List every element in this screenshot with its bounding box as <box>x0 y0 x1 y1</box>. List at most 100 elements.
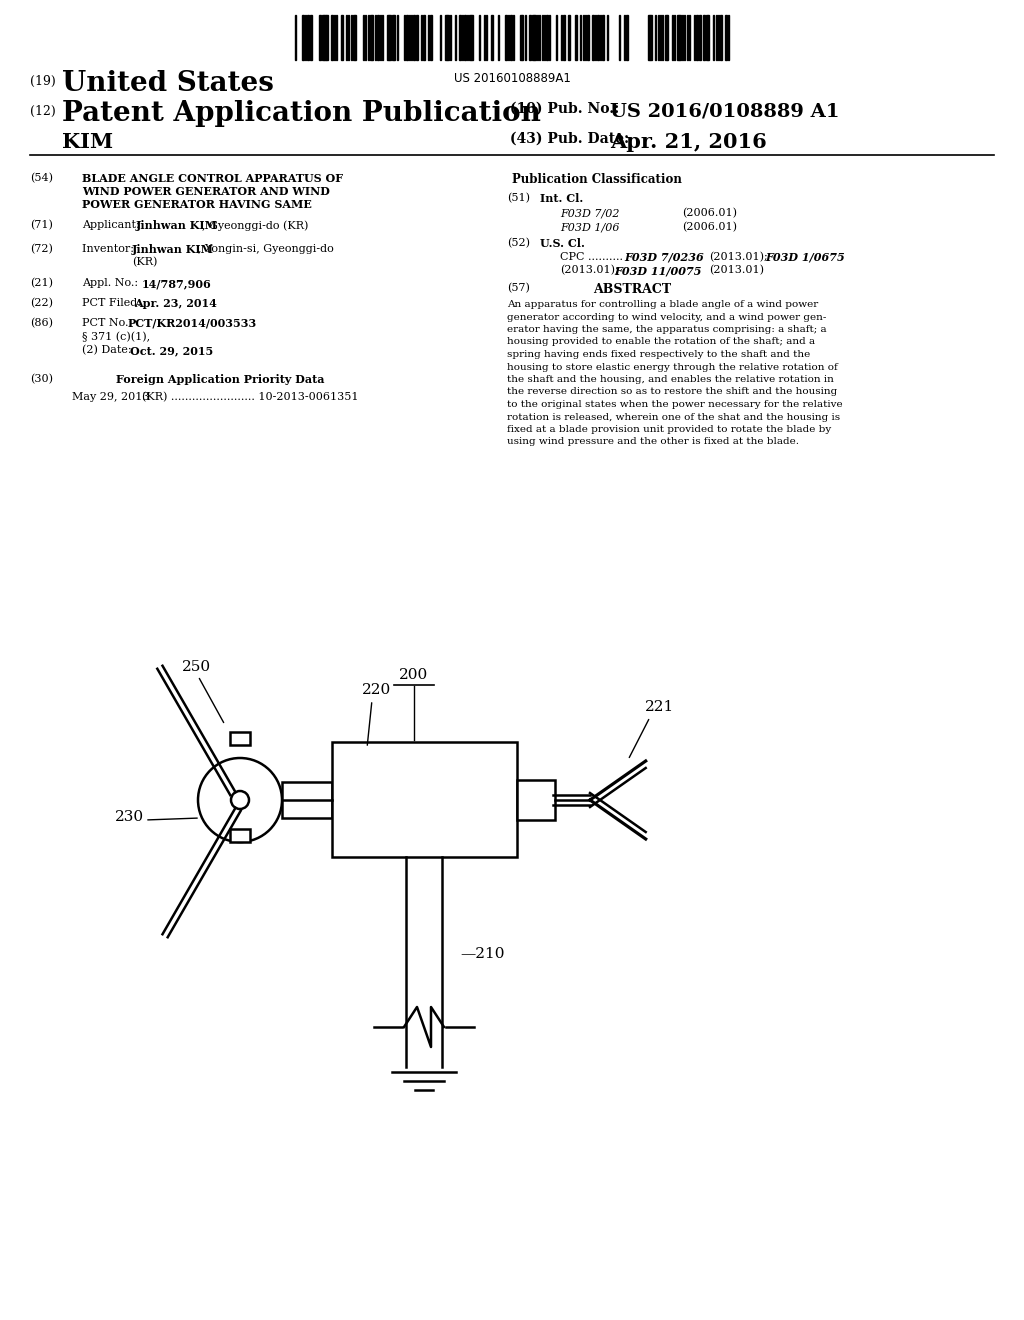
Text: PCT No.:: PCT No.: <box>82 318 132 327</box>
Text: fixed at a blade provision unit provided to rotate the blade by: fixed at a blade provision unit provided… <box>507 425 831 434</box>
Text: , Gyeonggi-do (KR): , Gyeonggi-do (KR) <box>202 220 308 231</box>
Text: (71): (71) <box>30 220 53 230</box>
Bar <box>517 780 555 820</box>
Bar <box>490 15 493 59</box>
Bar <box>416 15 418 59</box>
Bar <box>353 15 354 59</box>
Bar <box>377 15 379 59</box>
Bar <box>720 15 722 59</box>
Bar <box>672 15 674 59</box>
Text: US 2016/0108889 A1: US 2016/0108889 A1 <box>610 102 840 120</box>
Bar <box>657 15 659 59</box>
Text: BLADE ANGLE CONTROL APPARATUS OF: BLADE ANGLE CONTROL APPARATUS OF <box>82 173 343 183</box>
Text: to the original states when the power necessary for the relative: to the original states when the power ne… <box>507 400 843 409</box>
Bar <box>602 15 603 59</box>
Text: 200: 200 <box>399 668 429 682</box>
Bar <box>478 15 480 59</box>
Text: (86): (86) <box>30 318 53 329</box>
Bar <box>447 15 449 59</box>
Bar <box>512 15 514 59</box>
Bar <box>382 15 383 59</box>
Bar <box>561 15 562 59</box>
Bar <box>568 15 570 59</box>
Bar <box>444 15 446 59</box>
Bar <box>394 15 395 59</box>
Bar <box>462 15 464 59</box>
Bar <box>684 15 685 59</box>
Text: (2006.01): (2006.01) <box>682 209 737 218</box>
Bar <box>407 15 409 59</box>
Bar <box>595 15 596 59</box>
Bar <box>706 15 708 59</box>
Text: United States: United States <box>62 70 273 96</box>
Text: housing to store elastic energy through the relative rotation of: housing to store elastic energy through … <box>507 363 838 371</box>
Bar <box>467 15 468 59</box>
Bar <box>607 15 608 59</box>
Bar <box>547 15 548 59</box>
Bar <box>307 15 309 59</box>
Bar <box>366 15 367 59</box>
Text: Apr. 21, 2016: Apr. 21, 2016 <box>610 132 767 152</box>
Text: (2) Date:: (2) Date: <box>82 345 132 355</box>
Bar <box>370 15 372 59</box>
Bar <box>665 15 667 59</box>
Text: (72): (72) <box>30 244 53 255</box>
Text: F03D 1/06: F03D 1/06 <box>560 222 620 232</box>
Text: Inventor:: Inventor: <box>82 244 141 253</box>
Bar <box>648 15 650 59</box>
Bar <box>464 15 466 59</box>
Text: (54): (54) <box>30 173 53 183</box>
Bar <box>592 15 594 59</box>
Bar <box>455 15 456 59</box>
Bar <box>305 15 306 59</box>
Bar <box>626 15 628 59</box>
Bar <box>327 15 328 59</box>
Bar <box>423 15 425 59</box>
Bar <box>537 15 539 59</box>
Bar <box>524 15 526 59</box>
Text: POWER GENERATOR HAVING SAME: POWER GENERATOR HAVING SAME <box>82 199 312 210</box>
Bar <box>535 15 537 59</box>
Bar <box>498 15 500 59</box>
Bar <box>391 15 393 59</box>
Text: Applicant:: Applicant: <box>82 220 143 230</box>
Bar <box>486 15 487 59</box>
Text: CPC ..........: CPC .......... <box>560 252 623 261</box>
Bar <box>686 15 688 59</box>
Text: (19): (19) <box>30 75 55 88</box>
Bar <box>556 15 557 59</box>
Bar <box>663 15 664 59</box>
Bar <box>368 15 369 59</box>
Bar <box>650 15 652 59</box>
Bar <box>421 15 423 59</box>
Text: (KR): (KR) <box>132 257 158 268</box>
Bar <box>414 15 415 59</box>
Text: An apparatus for controlling a blade angle of a wind power: An apparatus for controlling a blade ang… <box>507 300 818 309</box>
Bar <box>295 15 296 59</box>
Text: F03D 7/02: F03D 7/02 <box>560 209 620 218</box>
Bar <box>341 15 343 59</box>
Text: ABSTRACT: ABSTRACT <box>593 282 671 296</box>
Text: (52): (52) <box>507 238 530 248</box>
Bar <box>230 733 250 744</box>
Text: generator according to wind velocity, and a wind power gen-: generator according to wind velocity, an… <box>507 313 826 322</box>
Bar <box>544 15 545 59</box>
Text: (21): (21) <box>30 279 53 288</box>
Text: 230: 230 <box>115 810 144 824</box>
Bar <box>380 15 381 59</box>
Bar <box>728 15 729 59</box>
Bar <box>539 15 541 59</box>
Bar <box>389 15 391 59</box>
Text: (10) Pub. No.:: (10) Pub. No.: <box>510 102 620 116</box>
Bar <box>471 15 473 59</box>
Bar <box>469 15 471 59</box>
Bar <box>373 15 374 59</box>
Text: Apr. 23, 2014: Apr. 23, 2014 <box>134 298 217 309</box>
Bar <box>319 15 321 59</box>
Text: (51): (51) <box>507 193 530 203</box>
Bar <box>693 15 695 59</box>
Bar <box>334 15 336 59</box>
Text: US 20160108889A1: US 20160108889A1 <box>454 73 570 84</box>
Text: Oct. 29, 2015: Oct. 29, 2015 <box>130 345 213 356</box>
Text: § 371 (c)(1),: § 371 (c)(1), <box>82 333 151 342</box>
